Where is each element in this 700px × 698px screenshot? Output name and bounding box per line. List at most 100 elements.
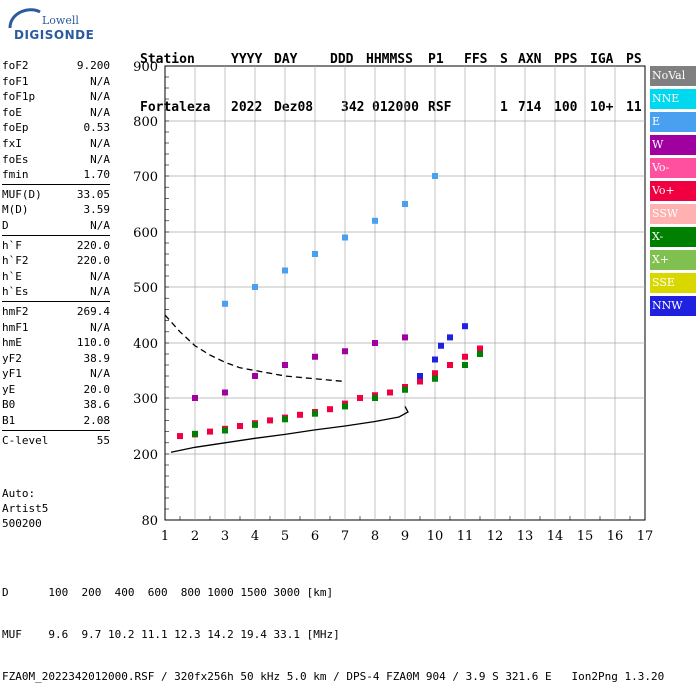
data-point xyxy=(267,417,273,424)
header-value-iga: 10+ xyxy=(590,100,614,115)
param-value: N/A xyxy=(90,74,110,88)
param-label: B0 xyxy=(2,398,16,412)
header-value-p1: RSF xyxy=(428,100,452,115)
data-point xyxy=(357,395,363,401)
data-point xyxy=(432,375,438,382)
legend-item: W xyxy=(650,135,696,155)
header-label-p1: P1 xyxy=(428,52,444,67)
x-tick-label: 14 xyxy=(547,529,564,544)
data-point xyxy=(372,340,378,346)
polarization-legend: NoVal NNE E W Vo- Vo+ SSW X- X+ SSE NNW xyxy=(650,66,696,319)
data-point xyxy=(462,353,468,360)
param-label: foF2 xyxy=(2,59,29,72)
param-row: yF1 N/A xyxy=(2,366,110,382)
data-point xyxy=(477,351,483,357)
logo-digisonde-text: DIGISONDE xyxy=(14,28,95,42)
data-point xyxy=(402,386,408,393)
param-separator xyxy=(2,183,110,185)
header-value-pps: 100 xyxy=(554,100,578,115)
data-point xyxy=(312,410,318,417)
data-point xyxy=(432,173,438,179)
data-point xyxy=(222,389,228,396)
x-tick-label: 11 xyxy=(457,529,474,544)
logo-lowell-text: Lowell xyxy=(42,14,79,27)
param-row: yF2 38.9 xyxy=(2,351,110,367)
data-point xyxy=(327,406,333,413)
y-tick-label: 80 xyxy=(141,514,158,529)
data-point xyxy=(342,403,348,410)
param-value: N/A xyxy=(90,367,110,381)
x-tick-label: 12 xyxy=(487,529,504,544)
auto-version: 500200 xyxy=(2,517,42,530)
param-value: N/A xyxy=(90,218,110,232)
param-row: D N/A xyxy=(2,218,110,234)
param-value: 220.0 xyxy=(76,254,110,268)
header-label-ddd: DDD xyxy=(330,52,354,67)
param-label: foE xyxy=(2,105,22,119)
data-point xyxy=(402,201,408,207)
header-value-hhmmss: 012000 xyxy=(372,100,419,115)
auto-program: Artist5 xyxy=(2,502,49,515)
data-point xyxy=(462,362,468,368)
x-tick-label: 16 xyxy=(607,529,624,544)
param-value: N/A xyxy=(90,269,110,283)
legend-item: NNE xyxy=(650,89,696,109)
param-value: 1.70 xyxy=(83,168,111,182)
legend-item: Vo+ xyxy=(650,181,696,201)
param-label: foF1p xyxy=(2,90,36,104)
header-label-ffs: FFS xyxy=(464,52,488,67)
param-value: N/A xyxy=(90,136,110,150)
param-value: 220.0 xyxy=(76,238,110,252)
y-tick-label: 600 xyxy=(133,226,158,241)
ionogram-chart: 1 2 3 4 5 6 7 8 9 10 11 12 13 14 15 16 17802003004005006… xyxy=(133,60,654,544)
param-row: h`F2 220.0 xyxy=(2,253,110,269)
x-tick-label: 1 xyxy=(161,529,169,544)
header-value-yyyy: 2022 xyxy=(231,100,263,115)
data-point xyxy=(372,395,378,401)
param-label: h`F2 xyxy=(2,254,29,268)
param-row: foE N/A xyxy=(2,105,110,121)
x-tick-label: 15 xyxy=(577,529,594,544)
header-label-pps: PPS xyxy=(554,52,578,67)
x-tick-label: 5 xyxy=(281,529,289,544)
data-point xyxy=(282,267,288,274)
legend-item: NoVal xyxy=(650,66,696,86)
logo-arc-icon xyxy=(8,8,41,29)
y-tick-label: 500 xyxy=(133,281,158,296)
param-label: yF1 xyxy=(2,367,22,381)
header-label-ps: PS xyxy=(626,52,642,67)
param-value: N/A xyxy=(90,105,110,119)
header-values: Fortaleza 2022 Dez08 342 012000 RSF 1 71… xyxy=(140,100,642,116)
legend-item: E xyxy=(650,112,696,132)
param-row: yE 20.0 xyxy=(2,382,110,398)
param-row: h`F 220.0 xyxy=(2,238,110,254)
legend-item: X- xyxy=(650,227,696,247)
y-tick-label: 800 xyxy=(133,115,158,130)
header-label-day: DAY xyxy=(274,52,298,67)
param-label: h`E xyxy=(2,269,22,283)
param-label: B1 xyxy=(2,414,16,428)
param-label: D xyxy=(2,218,9,232)
data-point xyxy=(432,356,438,363)
param-value: 269.4 xyxy=(76,304,110,318)
legend-item: SSW xyxy=(650,204,696,224)
header-label-yyyy: YYYY xyxy=(231,52,263,67)
x-tick-label: 17 xyxy=(637,529,654,544)
header-label-iga: IGA xyxy=(590,52,614,67)
param-label: yE xyxy=(2,382,16,396)
x-tick-label: 8 xyxy=(371,529,379,544)
y-tick-label: 700 xyxy=(133,170,158,185)
param-row: B1 2.08 xyxy=(2,413,110,429)
x-tick-label: 2 xyxy=(191,529,199,544)
data-point xyxy=(297,411,303,418)
param-value: 0.53 xyxy=(83,121,111,135)
data-point xyxy=(252,421,258,428)
data-point xyxy=(342,348,348,355)
data-point xyxy=(342,234,348,241)
y-tick-label: 900 xyxy=(133,60,158,75)
header-value-ps: 11 xyxy=(626,100,642,115)
x-tick-label: 9 xyxy=(401,529,409,544)
data-point xyxy=(432,370,438,377)
header-value-ddd: 342 xyxy=(341,100,365,115)
param-row: hmE 110.0 xyxy=(2,335,110,351)
